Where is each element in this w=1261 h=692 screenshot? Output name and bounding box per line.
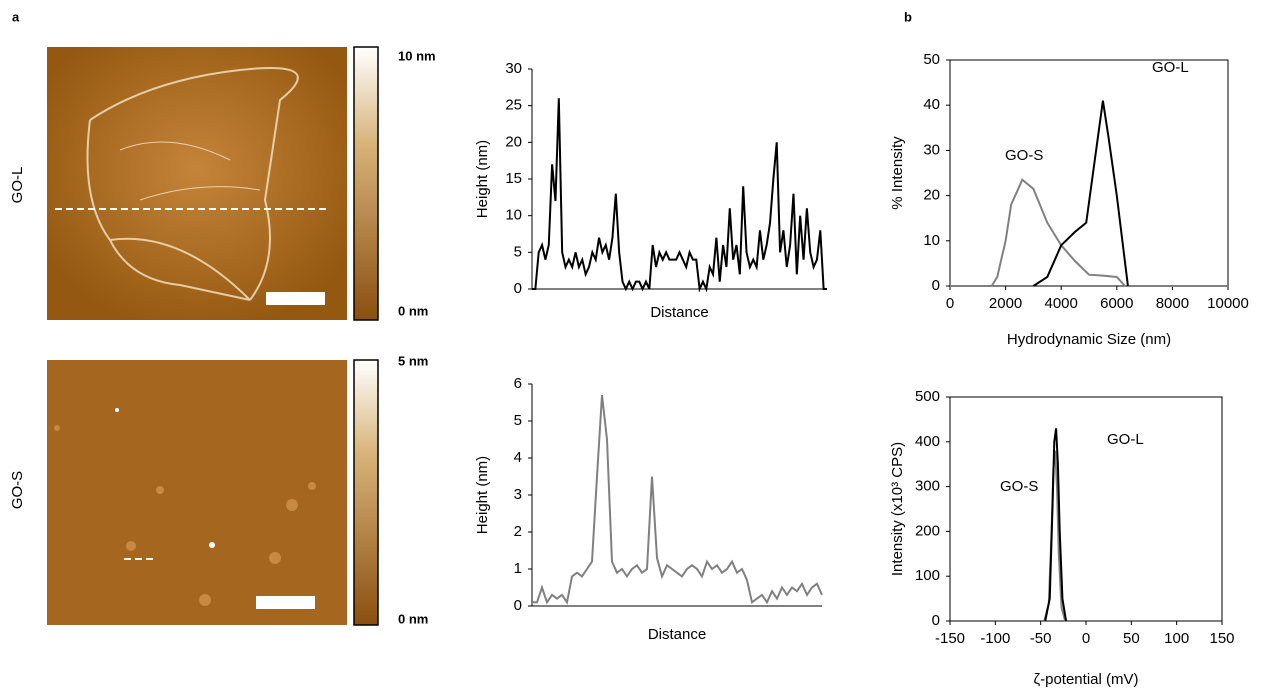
panel-label: b	[904, 9, 912, 24]
y-tick-label: 50	[923, 51, 940, 68]
scale-bar	[256, 596, 315, 609]
x-tick-label: 100	[1164, 630, 1189, 647]
y-tick-label: 6	[514, 375, 522, 392]
y-axis-title: Intensity (x10³ CPS)	[889, 442, 906, 576]
y-tick-label: 3	[514, 486, 522, 503]
y-axis-title: Height (nm)	[474, 140, 491, 218]
x-tick-label: 6000	[1100, 295, 1133, 312]
y-tick-label: 10	[923, 232, 940, 249]
y-tick-label: 15	[505, 170, 522, 187]
x-tick-label: 0	[1082, 630, 1090, 647]
y-tick-label: 500	[915, 388, 940, 405]
x-tick-label: 4000	[1045, 295, 1078, 312]
colorbar-max: 10 nm	[398, 48, 436, 63]
series-label: GO-S	[1005, 147, 1043, 164]
x-tick-label: -150	[935, 630, 965, 647]
series-line	[1032, 100, 1129, 287]
panel-label: a	[12, 9, 20, 24]
x-tick-label: -100	[980, 630, 1010, 647]
x-tick-label: 50	[1123, 630, 1140, 647]
colorbar-min: 0 nm	[398, 303, 428, 318]
y-axis-title: % Intensity	[889, 136, 906, 210]
y-tick-label: 400	[915, 433, 940, 450]
x-axis-title: Hydrodynamic Size (nm)	[1007, 331, 1171, 348]
x-axis-title: ζ-potential (mV)	[1034, 671, 1139, 688]
plot-frame	[949, 396, 1223, 622]
y-tick-label: 200	[915, 522, 940, 539]
series-line	[1044, 428, 1068, 622]
afm-features	[86, 67, 299, 301]
plot-frame	[949, 59, 1229, 287]
colorbar	[353, 46, 379, 321]
x-axis-title: Distance	[648, 626, 706, 643]
x-axis-title: Distance	[650, 304, 708, 321]
x-tick-label: 10000	[1207, 295, 1249, 312]
y-tick-label: 20	[505, 133, 522, 150]
y-tick-label: 0	[514, 280, 522, 297]
x-tick-label: 8000	[1156, 295, 1189, 312]
y-tick-label: 25	[505, 97, 522, 114]
x-tick-label: -50	[1030, 630, 1052, 647]
y-tick-label: 5	[514, 243, 522, 260]
y-tick-label: 5	[514, 412, 522, 429]
x-tick-label: 150	[1209, 630, 1234, 647]
x-tick-label: 2000	[989, 295, 1022, 312]
row-label: GO-L	[9, 167, 26, 204]
afm-image	[47, 360, 347, 625]
scale-bar	[266, 292, 325, 305]
y-tick-label: 1	[514, 560, 522, 577]
y-tick-label: 20	[923, 187, 940, 204]
y-tick-label: 100	[915, 567, 940, 584]
y-tick-label: 40	[923, 96, 940, 113]
series-line	[950, 178, 1228, 287]
profile-line	[532, 98, 827, 293]
series-label: GO-L	[1152, 59, 1189, 76]
y-axis-title: Height (nm)	[474, 456, 491, 534]
row-label: GO-S	[9, 471, 26, 509]
y-tick-label: 4	[514, 449, 522, 466]
y-tick-label: 10	[505, 207, 522, 224]
y-tick-label: 2	[514, 523, 522, 540]
x-tick-label: 0	[946, 295, 954, 312]
series-label: GO-S	[1000, 478, 1038, 495]
series-label: GO-L	[1107, 431, 1144, 448]
afm-features	[54, 408, 316, 606]
y-tick-label: 0	[932, 612, 940, 629]
y-tick-label: 0	[514, 597, 522, 614]
y-tick-label: 30	[505, 60, 522, 77]
afm-image	[47, 47, 347, 320]
colorbar	[353, 359, 379, 626]
y-tick-label: 30	[923, 141, 940, 158]
profile-line	[532, 394, 823, 605]
colorbar-max: 5 nm	[398, 353, 428, 368]
y-tick-label: 300	[915, 478, 940, 495]
y-tick-label: 0	[932, 277, 940, 294]
colorbar-min: 0 nm	[398, 611, 428, 626]
